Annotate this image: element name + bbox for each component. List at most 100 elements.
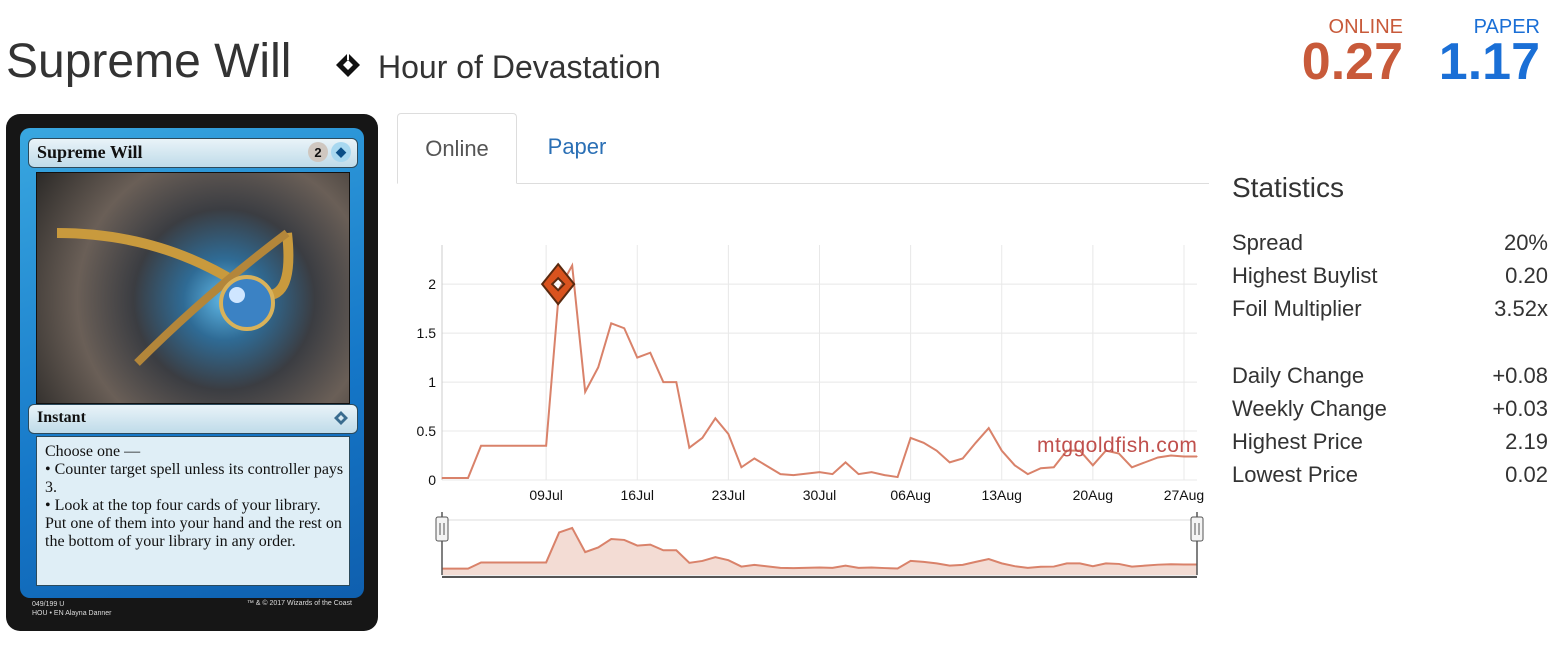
stat-value: 0.02 <box>1505 462 1548 487</box>
y-tick-label: 1 <box>428 374 436 390</box>
price-point <box>714 417 716 419</box>
x-tick-label: 09Jul <box>529 487 562 503</box>
x-tick-label: 13Aug <box>981 487 1021 503</box>
tab-online[interactable]: Online <box>397 113 517 184</box>
price-point <box>597 366 599 368</box>
price-point <box>792 474 795 476</box>
price-line <box>442 262 1197 480</box>
paper-price-value: 1.17 <box>1438 33 1540 91</box>
y-tick-label: 0.5 <box>417 423 437 439</box>
price-point <box>779 473 782 475</box>
stat-label: Weekly Change <box>1232 396 1387 421</box>
price-point <box>1053 466 1055 468</box>
page-title: Supreme Will <box>6 35 292 88</box>
price-point <box>636 357 638 359</box>
stat-label: Lowest Price <box>1232 462 1358 487</box>
stat-row-highest-price: Highest Price 2.19 <box>1232 425 1548 458</box>
price-point <box>1144 461 1146 463</box>
price-history-chart[interactable]: 0 0.5 1 1.5 2 09Jul 16Jul 23Jul 30Jul 06Aug 13Aug 2… <box>397 235 1209 595</box>
price-point <box>1066 450 1068 452</box>
price-point <box>910 437 912 439</box>
stat-label: Foil Multiplier <box>1232 296 1362 321</box>
statistics-panel: Statistics Spread 20% Highest Buylist 0.20… <box>1232 170 1548 491</box>
price-tabs: Online Paper <box>397 113 1209 184</box>
price-point <box>936 450 938 452</box>
price-point <box>1001 450 1003 452</box>
card-rules-box: Choose one — • Counter target spell unle… <box>36 436 350 586</box>
rules-line: • Counter target spell unless its contro… <box>45 461 344 496</box>
x-tick-label: 20Aug <box>1073 487 1113 503</box>
price-point <box>831 473 834 475</box>
price-point <box>441 477 443 479</box>
set-language: HOU • EN <box>32 610 64 617</box>
price-point <box>1027 473 1029 475</box>
price-point <box>897 476 899 478</box>
artist-name: Alayna Danner <box>65 610 112 617</box>
stat-row-spread: Spread 20% <box>1232 226 1548 259</box>
price-point <box>467 477 469 479</box>
price-point <box>1183 455 1185 458</box>
price-point <box>883 474 886 476</box>
card-artwork <box>36 172 350 404</box>
x-tick-label: 23Jul <box>712 487 745 503</box>
stat-label: Highest Buylist <box>1232 263 1378 288</box>
set-name-link[interactable]: Hour of Devastation <box>378 49 661 85</box>
card-set-symbol-icon <box>334 411 348 425</box>
x-tick-label: 06Aug <box>890 487 930 503</box>
price-point <box>949 461 951 463</box>
online-price-block: ONLINE 0.27 <box>1302 16 1403 88</box>
stat-value: +0.03 <box>1492 396 1548 421</box>
stat-value: 20% <box>1503 230 1548 255</box>
price-point <box>701 437 703 439</box>
price-point <box>1118 452 1120 455</box>
x-tick-label: 30Jul <box>803 487 836 503</box>
collector-number: 049/199 U <box>32 601 65 608</box>
price-point <box>545 445 547 447</box>
chart-watermark: mtggoldfish.com <box>1037 434 1198 457</box>
price-point <box>1092 464 1094 466</box>
price-point <box>1170 454 1172 457</box>
price-point <box>923 442 925 444</box>
y-tick-label: 1.5 <box>417 325 437 341</box>
price-point <box>662 381 664 383</box>
price-point <box>988 427 990 429</box>
paper-price-block: PAPER 1.17 <box>1439 16 1540 88</box>
stat-row-highest-buylist: Highest Buylist 0.20 <box>1232 259 1548 292</box>
artwork-illustration <box>56 228 294 366</box>
navigator-right-handle[interactable] <box>1190 512 1204 575</box>
y-tick-label: 2 <box>428 276 436 292</box>
navigator-left-handle[interactable] <box>435 512 449 575</box>
stat-value: +0.08 <box>1492 363 1548 388</box>
price-point <box>1157 456 1159 459</box>
stat-label: Highest Price <box>1232 429 1363 454</box>
stat-label: Spread <box>1232 230 1303 255</box>
tab-paper[interactable]: Paper <box>547 134 607 159</box>
rules-line: • Look at the top four cards of your lib… <box>45 497 342 550</box>
generic-mana-symbol: 2 <box>308 142 328 162</box>
mana-cost: 2 ◆ <box>308 142 351 162</box>
price-point <box>962 457 964 460</box>
set-release-marker-icon <box>540 262 576 306</box>
price-point <box>1079 450 1081 452</box>
price-point <box>610 322 612 324</box>
hour-of-devastation-set-icon <box>336 53 360 77</box>
blue-mana-icon: ◆ <box>331 142 351 162</box>
stat-row-lowest-price: Lowest Price 0.02 <box>1232 458 1548 491</box>
price-point <box>818 471 821 473</box>
stat-label: Daily Change <box>1232 363 1365 388</box>
stat-row-weekly-change: Weekly Change +0.03 <box>1232 392 1548 425</box>
price-point <box>688 447 690 449</box>
stat-row-daily-change: Daily Change +0.08 <box>1232 359 1548 392</box>
online-price-label: ONLINE <box>1328 16 1403 38</box>
card-rules-text: Choose one — • Counter target spell unle… <box>45 443 345 551</box>
price-point <box>584 391 586 393</box>
price-point <box>870 471 873 473</box>
price-point <box>1131 466 1133 468</box>
card-name: Supreme Will <box>37 142 143 162</box>
price-point <box>975 442 977 444</box>
price-point <box>727 433 729 435</box>
price-point <box>532 445 534 447</box>
price-point <box>740 466 742 468</box>
price-point <box>1196 455 1198 458</box>
price-point <box>480 445 482 447</box>
